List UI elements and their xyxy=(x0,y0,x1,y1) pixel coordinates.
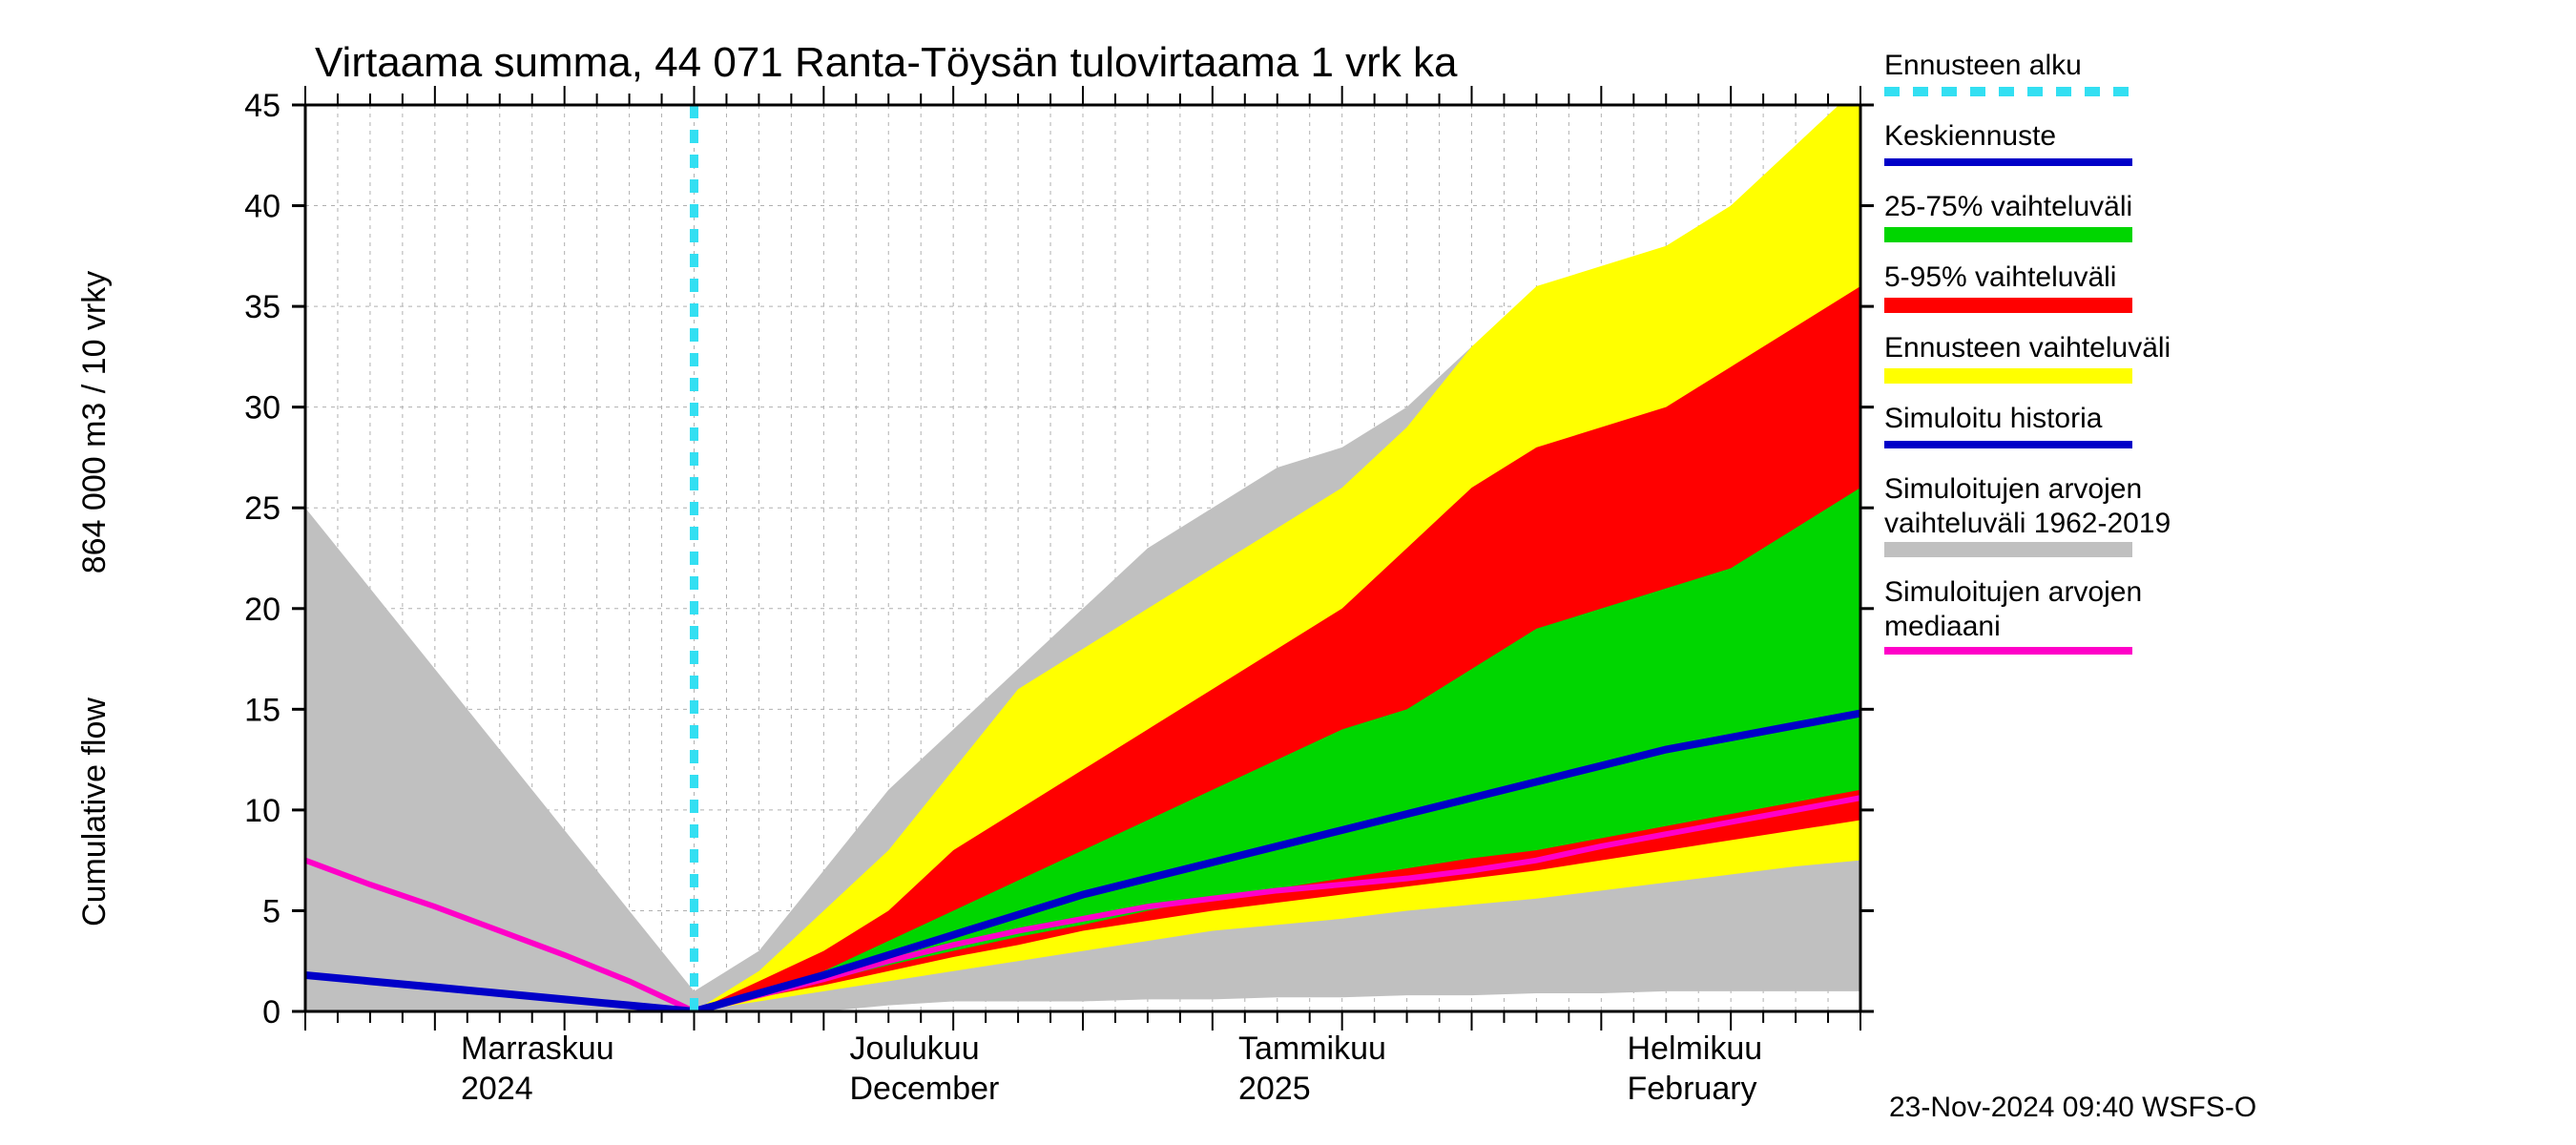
svg-text:December: December xyxy=(850,1071,1000,1107)
legend-swatch xyxy=(1884,298,2132,313)
svg-text:Tammikuu: Tammikuu xyxy=(1238,1030,1386,1067)
svg-text:5: 5 xyxy=(262,893,280,929)
ylabel-1: Cumulative flow xyxy=(76,697,113,926)
svg-text:Ennusteen alku: Ennusteen alku xyxy=(1884,50,2082,81)
svg-text:23-Nov-2024 09:40 WSFS-O: 23-Nov-2024 09:40 WSFS-O xyxy=(1889,1092,2256,1123)
legend-swatch xyxy=(1884,227,2132,242)
svg-text:Keskiennuste: Keskiennuste xyxy=(1884,120,2056,152)
legend-swatch xyxy=(1884,158,2132,166)
svg-text:2024: 2024 xyxy=(461,1071,533,1107)
svg-text:0: 0 xyxy=(262,994,280,1030)
legend-swatch xyxy=(1884,368,2132,384)
legend-swatch xyxy=(1884,441,2132,448)
svg-text:15: 15 xyxy=(244,692,280,728)
svg-text:Helmikuu: Helmikuu xyxy=(1628,1030,1763,1067)
svg-text:mediaani: mediaani xyxy=(1884,611,2001,642)
svg-text:Joulukuu: Joulukuu xyxy=(850,1030,980,1067)
svg-text:5-95% vaihteluväli: 5-95% vaihteluväli xyxy=(1884,261,2116,293)
svg-text:35: 35 xyxy=(244,289,280,325)
svg-text:40: 40 xyxy=(244,189,280,225)
svg-text:Simuloitu historia: Simuloitu historia xyxy=(1884,403,2103,434)
svg-text:February: February xyxy=(1628,1071,1757,1107)
svg-text:20: 20 xyxy=(244,592,280,628)
ylabel-2: 864 000 m3 / 10 vrky xyxy=(76,271,113,574)
legend-swatch xyxy=(1884,647,2132,655)
svg-text:25-75% vaihteluväli: 25-75% vaihteluväli xyxy=(1884,191,2132,222)
svg-text:vaihteluväli 1962-2019: vaihteluväli 1962-2019 xyxy=(1884,508,2171,539)
svg-text:Simuloitujen arvojen: Simuloitujen arvojen xyxy=(1884,576,2142,608)
chart-title: Virtaama summa, 44 071 Ranta-Töysän tulo… xyxy=(315,39,1458,86)
svg-text:Marraskuu: Marraskuu xyxy=(461,1030,614,1067)
svg-text:30: 30 xyxy=(244,390,280,427)
legend-swatch xyxy=(1884,542,2132,557)
svg-text:Ennusteen vaihteluväli: Ennusteen vaihteluväli xyxy=(1884,332,2171,364)
svg-text:Simuloitujen arvojen: Simuloitujen arvojen xyxy=(1884,473,2142,505)
svg-text:45: 45 xyxy=(244,88,280,124)
svg-text:25: 25 xyxy=(244,490,280,527)
svg-text:10: 10 xyxy=(244,793,280,829)
svg-text:2025: 2025 xyxy=(1238,1071,1311,1107)
